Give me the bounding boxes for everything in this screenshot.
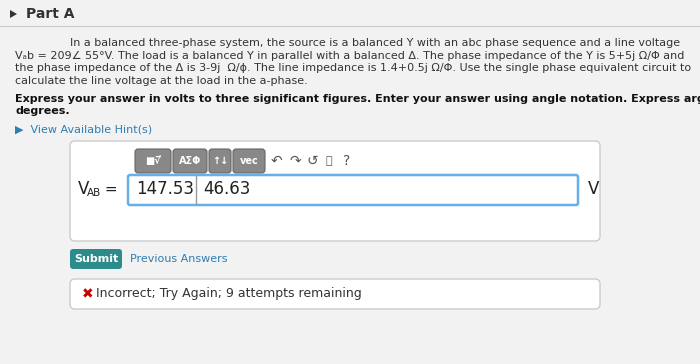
- Text: V: V: [588, 180, 599, 198]
- Text: 147.53: 147.53: [136, 180, 194, 198]
- Text: degrees.: degrees.: [15, 107, 69, 116]
- Text: Incorrect; Try Again; 9 attempts remaining: Incorrect; Try Again; 9 attempts remaini…: [96, 288, 362, 301]
- Text: ↑↓: ↑↓: [212, 156, 228, 166]
- Text: In a balanced three-phase system, the source is a balanced Y with an abc phase s: In a balanced three-phase system, the so…: [70, 38, 680, 48]
- FancyBboxPatch shape: [209, 149, 231, 173]
- Text: =: =: [100, 182, 118, 197]
- Text: ↷: ↷: [289, 154, 300, 168]
- Text: the phase impedance of the Δ is 3-9j  Ω/ϕ. The line impedance is 1.4+0.5j Ω/Φ. U: the phase impedance of the Δ is 3-9j Ω/ϕ…: [15, 63, 691, 73]
- FancyBboxPatch shape: [128, 175, 578, 205]
- Text: 46.63: 46.63: [203, 180, 251, 198]
- Text: ↺: ↺: [307, 154, 318, 168]
- Text: Vₐb = 209∠ 55°V. The load is a balanced Y in parallel with a balanced Δ. The pha: Vₐb = 209∠ 55°V. The load is a balanced …: [15, 51, 685, 60]
- FancyBboxPatch shape: [70, 279, 600, 309]
- Text: ▶  View Available Hint(s): ▶ View Available Hint(s): [15, 125, 152, 135]
- Text: V: V: [78, 180, 90, 198]
- FancyBboxPatch shape: [173, 149, 207, 173]
- Polygon shape: [10, 10, 17, 18]
- Text: Part A: Part A: [26, 7, 74, 21]
- FancyBboxPatch shape: [233, 149, 265, 173]
- Text: ?: ?: [343, 154, 350, 168]
- Text: ⬛: ⬛: [325, 156, 332, 166]
- Text: Previous Answers: Previous Answers: [130, 254, 228, 264]
- Text: vec: vec: [239, 156, 258, 166]
- FancyBboxPatch shape: [70, 249, 122, 269]
- Text: ■√̅: ■√̅: [145, 156, 161, 166]
- Text: calculate the line voltage at the load in the a-phase.: calculate the line voltage at the load i…: [15, 75, 308, 86]
- FancyBboxPatch shape: [135, 149, 171, 173]
- Text: Submit: Submit: [74, 254, 118, 264]
- Text: Express your answer in volts to three significant figures. Enter your answer usi: Express your answer in volts to three si…: [15, 94, 700, 104]
- Text: AΣΦ: AΣΦ: [178, 156, 201, 166]
- Text: AB: AB: [87, 188, 101, 198]
- Text: ↶: ↶: [271, 154, 283, 168]
- FancyBboxPatch shape: [70, 141, 600, 241]
- Text: ✖: ✖: [82, 287, 94, 301]
